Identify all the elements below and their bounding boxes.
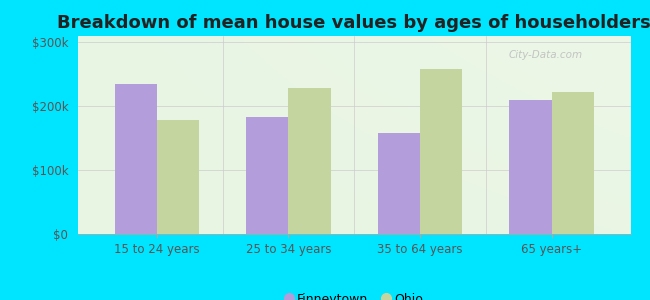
Bar xyxy=(552,92,593,234)
Legend: Finneytown, Ohio: Finneytown, Ohio xyxy=(280,288,428,300)
Bar xyxy=(510,100,552,234)
Text: City-Data.com: City-Data.com xyxy=(509,50,583,60)
Bar xyxy=(289,88,331,234)
Bar xyxy=(378,133,420,234)
Bar xyxy=(246,117,289,234)
Bar xyxy=(157,120,199,234)
Bar xyxy=(420,69,462,234)
Title: Breakdown of mean house values by ages of householders: Breakdown of mean house values by ages o… xyxy=(57,14,650,32)
Bar xyxy=(115,84,157,234)
